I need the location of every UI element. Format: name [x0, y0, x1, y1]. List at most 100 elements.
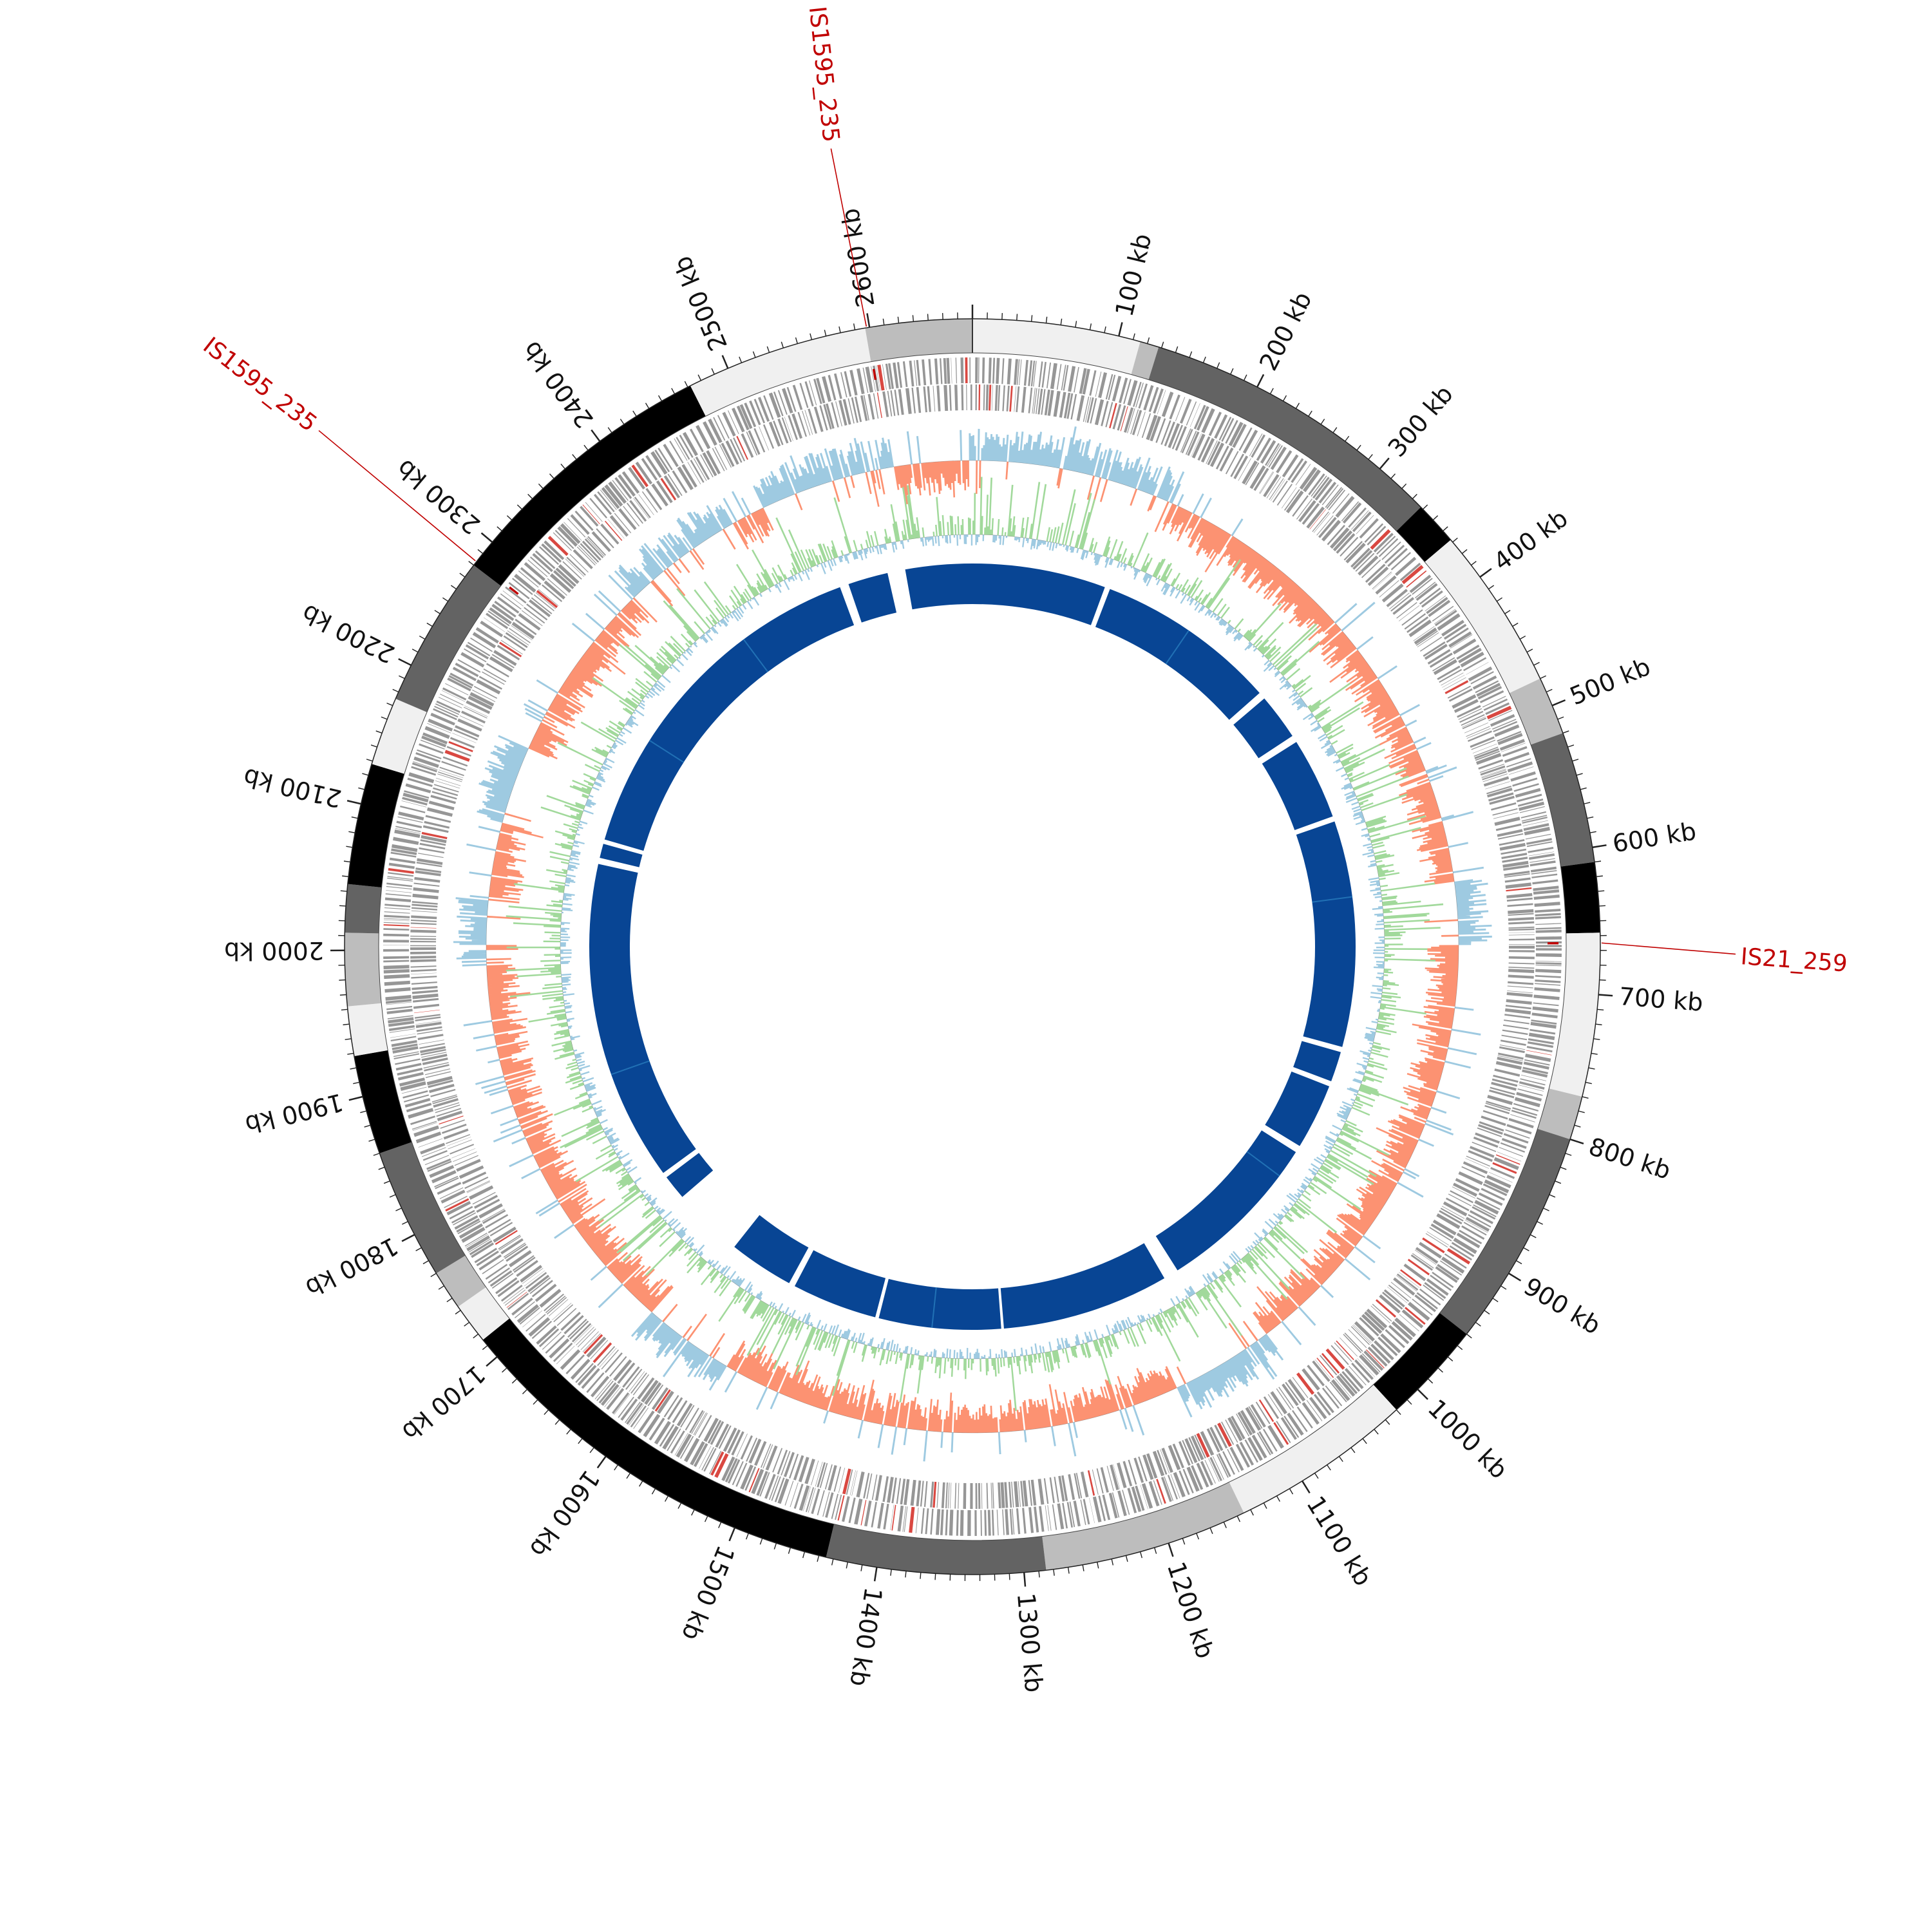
- cds-feature: [415, 752, 441, 763]
- cds-feature: [604, 1352, 623, 1373]
- cds-feature: [527, 559, 548, 577]
- cds-feature: [520, 567, 542, 585]
- minor-tick: [1496, 597, 1502, 602]
- cds-feature: [586, 1372, 605, 1393]
- cds-feature: [1535, 962, 1562, 965]
- minor-tick: [412, 649, 419, 653]
- cds-feature: [1022, 1508, 1027, 1534]
- cds-feature: [945, 1510, 949, 1536]
- minor-tick: [853, 323, 856, 330]
- cds-feature: [1292, 495, 1309, 517]
- minor-tick: [773, 1542, 777, 1549]
- cds-feature: [941, 1482, 945, 1508]
- cds-feature: [835, 401, 842, 427]
- cds-feature: [538, 1328, 560, 1347]
- cds-feature: [1302, 503, 1320, 525]
- cds-feature: [553, 1342, 573, 1362]
- cds-feature: [936, 1482, 940, 1508]
- cds-feature: [633, 1407, 649, 1429]
- cds-feature: [902, 1506, 907, 1532]
- cds-feature: [1100, 1467, 1109, 1493]
- cds-feature: [1506, 999, 1532, 1005]
- cds-feature: [1178, 1441, 1191, 1466]
- cds-feature: [1434, 609, 1456, 625]
- cds-feature: [724, 1458, 738, 1482]
- cds-feature: [384, 907, 410, 910]
- cds-feature: [877, 365, 885, 391]
- cds-feature: [1468, 730, 1492, 742]
- cds-feature: [401, 800, 427, 808]
- minor-tick: [1576, 773, 1583, 776]
- contig-segment-15: [482, 1318, 835, 1558]
- cds-feature: [546, 1296, 567, 1315]
- cds-feature: [891, 1477, 897, 1504]
- major-tick: [486, 1356, 498, 1367]
- cds-feature: [1481, 1188, 1505, 1201]
- cds-feature: [520, 1265, 542, 1283]
- cds-feature: [954, 384, 958, 411]
- cds-feature: [580, 506, 599, 527]
- cds-feature: [1391, 1321, 1413, 1341]
- cds-feature: [1014, 1481, 1019, 1508]
- cds-feature: [1472, 1206, 1496, 1220]
- cds-feature: [625, 1401, 641, 1423]
- cds-feature: [1478, 1192, 1503, 1206]
- cds-feature: [1329, 527, 1350, 549]
- cds-feature: [1351, 510, 1369, 530]
- cds-feature: [383, 933, 410, 937]
- cds-feature: [799, 383, 809, 408]
- minor-tick: [739, 356, 743, 363]
- cds-feature: [1135, 1485, 1145, 1511]
- cds-feature: [771, 1476, 781, 1501]
- blast-block-6: [1265, 1071, 1330, 1146]
- cds-feature: [609, 515, 629, 537]
- cds-feature: [1160, 420, 1171, 445]
- cds-feature: [430, 795, 456, 804]
- cds-feature: [904, 1479, 910, 1505]
- minor-tick: [1526, 649, 1533, 653]
- cds-feature: [871, 1474, 878, 1501]
- cds-feature: [1504, 752, 1530, 763]
- minor-tick: [927, 314, 929, 321]
- cds-feature: [1039, 1506, 1045, 1532]
- cds-feature: [1298, 500, 1316, 522]
- cds-feature: [413, 882, 440, 887]
- cds-feature: [448, 741, 473, 752]
- cds-feature: [1276, 484, 1293, 506]
- cds-feature: [902, 361, 908, 388]
- cds-feature: [1344, 1368, 1364, 1390]
- cds-feature: [748, 1468, 760, 1493]
- cds-feature: [451, 1209, 475, 1224]
- cds-feature: [434, 1175, 459, 1188]
- minor-tick: [795, 337, 798, 344]
- minor-tick: [1125, 1555, 1128, 1562]
- cds-feature: [860, 1500, 867, 1526]
- cds-feature: [1470, 736, 1495, 748]
- cds-feature: [900, 1479, 906, 1505]
- cds-feature: [544, 580, 565, 600]
- cds-feature: [679, 435, 694, 459]
- minor-tick: [1263, 1502, 1267, 1509]
- cds-feature: [618, 1396, 634, 1418]
- cds-feature: [478, 1254, 502, 1271]
- cds-feature: [489, 607, 512, 625]
- cds-feature: [1504, 1014, 1531, 1019]
- minor-tick: [1401, 483, 1407, 489]
- cds-feature: [1227, 1417, 1243, 1441]
- cds-feature: [831, 1493, 839, 1519]
- cds-feature: [395, 826, 421, 833]
- cds-feature: [865, 366, 874, 393]
- minor-tick: [368, 1139, 375, 1142]
- cds-feature: [894, 390, 900, 416]
- cds-feature: [1459, 710, 1484, 723]
- cds-feature: [1335, 496, 1355, 518]
- cds-feature: [509, 1250, 532, 1267]
- cds-feature: [1148, 386, 1159, 412]
- cds-feature: [1153, 1480, 1162, 1505]
- cds-feature: [1082, 368, 1090, 395]
- cds-feature: [1321, 1387, 1340, 1409]
- cds-feature: [860, 395, 868, 421]
- cds-feature: [1435, 1266, 1458, 1283]
- cds-feature: [478, 1203, 503, 1219]
- cds-feature: [1475, 753, 1502, 765]
